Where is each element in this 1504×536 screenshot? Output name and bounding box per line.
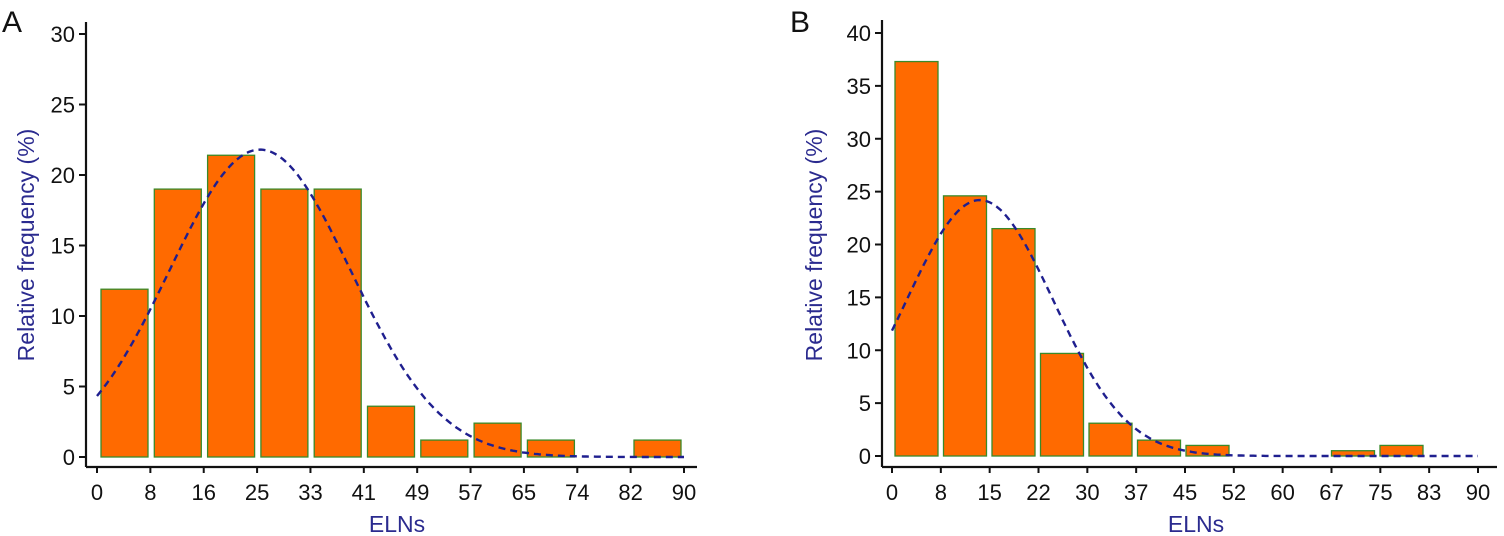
panel-b-ylabel: Relative frequency (%) xyxy=(801,129,827,362)
panel-b-y-ticks: 0 5 10 15 20 25 30 35 40 xyxy=(847,21,882,469)
bar xyxy=(894,60,939,457)
x-tick-label: 52 xyxy=(1222,480,1246,505)
y-tick-label: 30 xyxy=(51,22,75,47)
x-tick-label: 37 xyxy=(1124,480,1148,505)
y-tick-label: 0 xyxy=(859,444,871,469)
bar xyxy=(991,227,1036,457)
panel-a: A Relative frequency (%) ELNs 0 5 10 15 20 25… xyxy=(2,6,697,536)
bar xyxy=(260,188,309,458)
x-tick-label: 82 xyxy=(618,480,642,505)
bar xyxy=(942,195,988,457)
panel-b-bars xyxy=(894,60,1424,457)
panel-b-letter: B xyxy=(790,6,810,39)
bar xyxy=(1185,444,1230,457)
panel-a-x-ticks: 0 8 16 25 33 41 49 57 65 74 82 90 xyxy=(91,467,696,505)
x-tick-label: 67 xyxy=(1319,480,1343,505)
panel-a-xlabel: ELNs xyxy=(369,511,425,536)
panel-b: B Relative frequency (%) ELNs 0 5 10 15 20 25… xyxy=(790,6,1497,536)
x-tick-label: 16 xyxy=(191,480,215,505)
x-tick-label: 0 xyxy=(886,480,898,505)
y-tick-label: 5 xyxy=(63,375,75,400)
x-tick-label: 41 xyxy=(352,480,376,505)
bar xyxy=(1039,352,1085,457)
bar xyxy=(153,188,202,458)
y-tick-label: 15 xyxy=(847,285,871,310)
y-tick-label: 10 xyxy=(51,304,75,329)
bar xyxy=(1088,422,1133,457)
panel-a-ylabel: Relative frequency (%) xyxy=(13,129,39,362)
bar xyxy=(420,439,469,458)
x-tick-label: 75 xyxy=(1368,480,1392,505)
y-tick-label: 20 xyxy=(847,233,871,258)
bar xyxy=(1136,439,1182,457)
x-tick-label: 30 xyxy=(1075,480,1099,505)
x-tick-label: 90 xyxy=(1466,480,1490,505)
x-tick-label: 90 xyxy=(672,480,696,505)
y-tick-label: 5 xyxy=(859,391,871,416)
panel-a-letter: A xyxy=(2,6,22,39)
panel-b-xlabel: ELNs xyxy=(1168,511,1224,536)
y-tick-label: 10 xyxy=(847,338,871,363)
y-tick-label: 25 xyxy=(51,93,75,118)
y-tick-label: 25 xyxy=(847,180,871,205)
x-tick-label: 57 xyxy=(458,480,482,505)
y-tick-label: 15 xyxy=(51,234,75,259)
y-tick-label: 35 xyxy=(847,74,871,99)
x-tick-label: 8 xyxy=(144,480,156,505)
bar xyxy=(313,188,362,458)
x-tick-label: 33 xyxy=(298,480,322,505)
x-tick-label: 8 xyxy=(935,480,947,505)
bar xyxy=(633,439,682,458)
x-tick-label: 25 xyxy=(245,480,269,505)
bar xyxy=(526,439,576,458)
y-tick-label: 30 xyxy=(847,127,871,152)
x-tick-label: 22 xyxy=(1026,480,1050,505)
x-tick-label: 65 xyxy=(512,480,536,505)
bar xyxy=(366,405,416,458)
bar xyxy=(206,154,256,458)
panel-a-y-ticks: 0 5 10 15 20 25 30 xyxy=(51,22,86,470)
bar xyxy=(1379,444,1424,457)
y-tick-label: 40 xyxy=(847,21,871,46)
bar xyxy=(100,288,149,458)
y-tick-label: 20 xyxy=(51,163,75,188)
panel-a-fit-curve xyxy=(96,148,684,459)
x-tick-label: 60 xyxy=(1270,480,1294,505)
panel-b-fit-curve xyxy=(890,198,1478,458)
bar xyxy=(473,422,522,458)
bar xyxy=(1330,450,1376,457)
x-tick-label: 83 xyxy=(1417,480,1441,505)
x-tick-label: 74 xyxy=(565,480,589,505)
panel-a-bars xyxy=(100,154,682,458)
x-tick-label: 15 xyxy=(977,480,1001,505)
x-tick-label: 49 xyxy=(405,480,429,505)
y-tick-label: 0 xyxy=(63,445,75,470)
x-tick-label: 0 xyxy=(91,480,103,505)
x-tick-label: 45 xyxy=(1173,480,1197,505)
panel-b-x-ticks: 0 8 15 22 30 37 45 52 60 67 75 83 90 xyxy=(886,467,1490,505)
